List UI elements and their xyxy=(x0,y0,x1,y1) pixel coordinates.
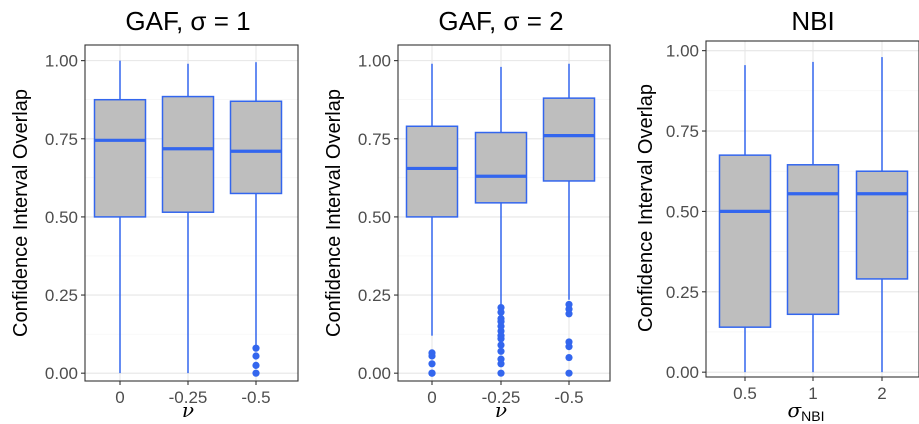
y-tick-label: 1.00 xyxy=(358,52,391,71)
y-tick-label: 1.00 xyxy=(45,52,78,71)
y-axis-label: Confidence Interval Overlap xyxy=(635,84,657,332)
y-tick-label: 0.50 xyxy=(666,202,699,221)
box--0.25 xyxy=(474,66,528,377)
x-axis-label-subscript: NBI xyxy=(801,408,824,424)
y-tick-label: 0.75 xyxy=(358,130,391,149)
panel-gaf-sigma-1: GAF, σ = 1 Confidence Interval Overlap ν… xyxy=(10,6,299,422)
x-tick-label: 0 xyxy=(427,388,436,407)
outlier-point xyxy=(252,361,260,369)
y-tick-label: 0.50 xyxy=(45,208,78,227)
box-iqr xyxy=(542,97,596,182)
box-iqr xyxy=(229,100,283,195)
outlier-point xyxy=(428,349,436,357)
x-tick-label: -0.5 xyxy=(554,388,583,407)
x-tick-label: -0.5 xyxy=(241,388,270,407)
y-tick-label: 0.00 xyxy=(666,363,699,382)
outlier-point xyxy=(497,347,505,355)
outlier-point xyxy=(497,355,505,363)
x-axis-label: σNBI xyxy=(788,398,825,424)
panel-title: NBI xyxy=(791,6,834,36)
box-iqr xyxy=(93,98,147,218)
outlier-point xyxy=(252,369,260,377)
y-tick-label: 0.75 xyxy=(45,130,78,149)
box--0.25 xyxy=(161,63,215,374)
x-tick-label: 1 xyxy=(808,384,817,403)
y-tick-label: 0.00 xyxy=(358,364,391,383)
outlier-point xyxy=(565,353,573,362)
box-0.5 xyxy=(718,65,772,373)
box-0 xyxy=(93,60,147,374)
x-axis-label-symbol: σ xyxy=(788,398,803,422)
outlier-point xyxy=(565,369,573,377)
x-tick-label: 0.5 xyxy=(733,384,757,403)
box-iqr xyxy=(855,170,909,280)
y-axis-label: Confidence Interval Overlap xyxy=(10,89,32,337)
y-tick-label: 0.25 xyxy=(666,283,699,302)
box--0.5 xyxy=(542,63,596,377)
y-tick-label: 0.25 xyxy=(45,286,78,305)
y-tick-label: 0.50 xyxy=(358,208,391,227)
box-iqr xyxy=(718,154,772,328)
outlier-point xyxy=(565,300,573,309)
x-tick-label: 2 xyxy=(877,384,886,403)
outlier-point xyxy=(428,369,436,377)
outlier-point xyxy=(252,344,260,352)
outlier-point xyxy=(497,303,505,312)
x-tick-label: -0.25 xyxy=(482,388,521,407)
panel-border xyxy=(84,44,299,382)
outlier-point xyxy=(497,369,505,377)
panel-nbi: NBI Confidence Interval Overlap σNBI 0.0… xyxy=(635,6,919,424)
box-iqr xyxy=(161,95,215,213)
x-tick-label: -0.25 xyxy=(169,388,208,407)
panel-title: GAF, σ = 1 xyxy=(125,6,250,36)
x-tick-label: 0 xyxy=(115,388,124,407)
x-axis-label: ν xyxy=(495,398,507,422)
outlier-point xyxy=(252,352,260,360)
box-iqr xyxy=(474,131,528,204)
y-tick-label: 0.00 xyxy=(45,364,78,383)
outlier-point xyxy=(497,314,505,323)
box-iqr xyxy=(405,125,459,218)
box-1 xyxy=(786,61,840,373)
panel-gaf-sigma-2: GAF, σ = 2 Confidence Interval Overlap ν… xyxy=(323,6,611,422)
outlier-point xyxy=(565,338,573,346)
outlier-point xyxy=(428,360,436,368)
box-0 xyxy=(405,63,459,377)
y-tick-label: 1.00 xyxy=(666,42,699,61)
panel-title: GAF, σ = 2 xyxy=(438,6,563,36)
outlier-point xyxy=(497,341,505,349)
y-tick-label: 0.75 xyxy=(666,122,699,141)
y-axis-label: Confidence Interval Overlap xyxy=(323,89,345,337)
box-iqr xyxy=(786,164,840,316)
box-2 xyxy=(855,57,909,373)
panel-border xyxy=(397,44,611,382)
y-tick-label: 0.25 xyxy=(358,286,391,305)
x-axis-label: ν xyxy=(182,398,194,422)
box--0.5 xyxy=(229,62,283,377)
